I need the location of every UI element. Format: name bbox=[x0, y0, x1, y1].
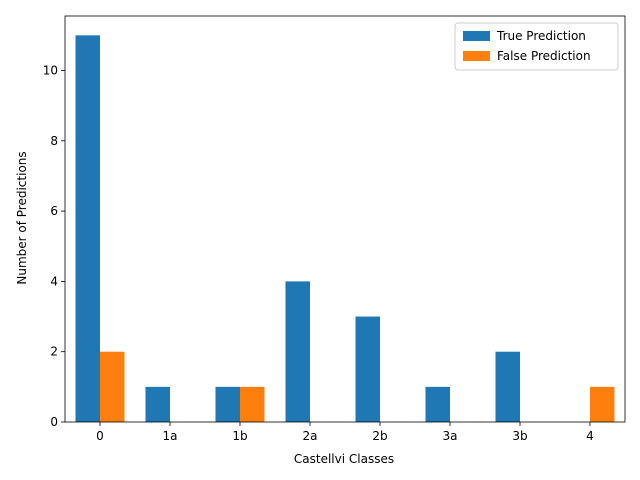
legend: True Prediction False Prediction bbox=[454, 22, 619, 71]
legend-swatch bbox=[463, 51, 490, 61]
bar-true-prediction-3a bbox=[425, 386, 450, 422]
legend-box bbox=[454, 22, 619, 71]
y-tick-label: 10 bbox=[43, 63, 58, 77]
y-tick-label: 4 bbox=[50, 274, 58, 288]
legend-label: False Prediction bbox=[497, 49, 591, 63]
y-tick-label: 8 bbox=[50, 134, 58, 148]
axes-group: 0 1a 1b 2a 2b 3a 3b 4 0 2 4 6 8 10 bbox=[43, 15, 626, 443]
x-tick-label: 1a bbox=[163, 429, 178, 443]
plot-frame bbox=[64, 15, 626, 423]
bar-true-prediction-1a bbox=[145, 386, 170, 422]
bar-false-prediction-4 bbox=[590, 386, 615, 422]
bar-false-prediction-0 bbox=[100, 351, 125, 422]
x-axis-label: Castellvi Classes bbox=[294, 452, 394, 466]
y-tick-label: 6 bbox=[50, 204, 58, 218]
x-tick-label: 1b bbox=[232, 429, 247, 443]
legend-label: True Prediction bbox=[496, 29, 586, 43]
bar-true-prediction-2b bbox=[355, 316, 380, 422]
bar-false-prediction-1b bbox=[240, 386, 265, 422]
x-tick-label: 4 bbox=[586, 429, 594, 443]
y-tick-label: 2 bbox=[50, 345, 58, 359]
x-tick-label: 0 bbox=[96, 429, 104, 443]
bar-true-prediction-1b bbox=[215, 386, 240, 422]
x-tick-label: 2a bbox=[303, 429, 318, 443]
x-tick-label: 3b bbox=[512, 429, 527, 443]
bars-group bbox=[75, 35, 615, 422]
legend-swatch bbox=[463, 31, 490, 41]
bar-true-prediction-2a bbox=[285, 281, 310, 422]
y-tick-label: 0 bbox=[50, 415, 58, 429]
bar-true-prediction-0 bbox=[75, 35, 100, 422]
x-tick-label: 2b bbox=[372, 429, 387, 443]
bar-true-prediction-3b bbox=[495, 351, 520, 422]
y-axis-label: Number of Predictions bbox=[15, 151, 29, 284]
x-tick-label: 3a bbox=[443, 429, 458, 443]
